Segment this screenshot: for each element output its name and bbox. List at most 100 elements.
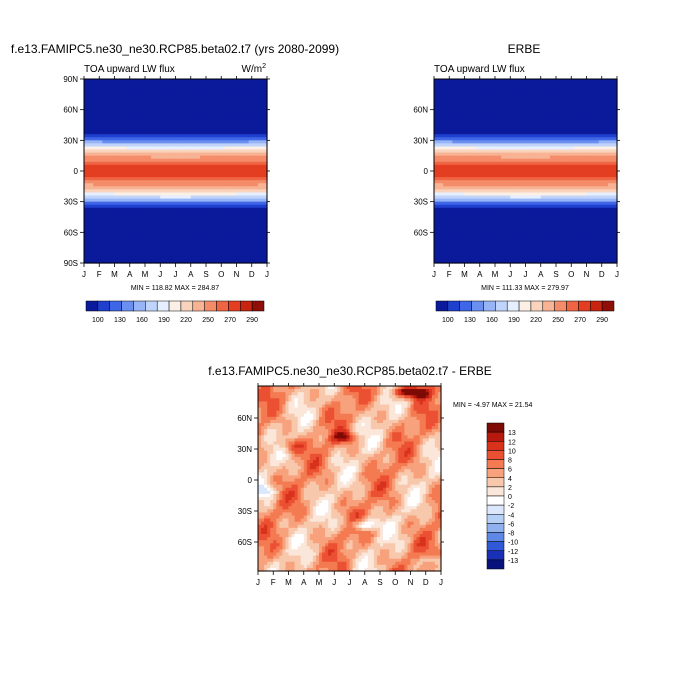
panel2-colorbar-box — [542, 300, 555, 312]
panel2-colorbar-box — [495, 300, 508, 312]
panel1-x-tick-label: F — [97, 270, 102, 279]
panel3-colorbar-label: 13 — [508, 430, 516, 437]
panel3-colorbar-label: 6 — [508, 467, 512, 474]
panel2-colorbar-box — [566, 300, 579, 312]
panel2-x-tick-label: A — [477, 270, 483, 279]
panel1-colorbar-box — [109, 300, 122, 312]
panel3-x-tick-label: A — [362, 578, 368, 587]
panel2-x-tick-label: F — [447, 270, 452, 279]
panel3-colorbar-label: -12 — [508, 549, 518, 556]
panel2-heatmap — [434, 79, 618, 264]
panel3-x-tick-label: A — [301, 578, 307, 587]
panel2-y-tick-label: 30S — [414, 198, 428, 207]
panel2-stats: MIN = 111.33 MAX = 279.97 — [481, 285, 569, 292]
panel2-colorbar-box — [483, 300, 496, 312]
panel2-colorbar-box — [554, 300, 567, 312]
panel2-x-tick-label: J — [615, 270, 619, 279]
panel1-x-tick-label: J — [82, 270, 86, 279]
panel2-x-tick-label: O — [568, 270, 574, 279]
panel3-x-tick-label: F — [271, 578, 276, 587]
panel3-x-tick-label: M — [285, 578, 292, 587]
panel2-x-tick-label: A — [538, 270, 544, 279]
panel3-colorbar-label: 12 — [508, 439, 516, 446]
panel1-y-tick-label: 30S — [64, 198, 78, 207]
panel1-colorbar-box — [180, 300, 194, 312]
panel3-colorbar-box — [486, 550, 505, 561]
panel1-x-tick-label: J — [265, 270, 269, 279]
panel3-colorbar-label: 2 — [508, 485, 512, 492]
panel3-stats: MIN = -4.97 MAX = 21.54 — [453, 402, 532, 409]
panel3-colorbar-box — [486, 559, 505, 570]
panel3-x-tick-label: D — [423, 578, 429, 587]
panel1-x-tick-label: S — [203, 270, 208, 279]
panel3-colorbar-label: -2 — [508, 503, 514, 510]
panel3-colorbar-box — [486, 477, 505, 488]
panel2-x-tick-label: D — [599, 270, 605, 279]
panel1-colorbar-box — [240, 300, 253, 312]
panel1-x-tick-label: D — [249, 270, 255, 279]
panel1-y-tick-label: 90S — [64, 259, 78, 268]
panel3-colorbar-box — [486, 459, 505, 469]
panel3-colorbar-box — [486, 532, 505, 542]
panel3-colorbar-label: -6 — [508, 521, 514, 528]
panel1-x-tick-label: J — [174, 270, 178, 279]
panel2-subtitle: TOA upward LW flux — [434, 64, 525, 75]
panel1-y-tick-label: 60N — [63, 106, 78, 115]
panel2-colorbar-label: 130 — [464, 317, 476, 324]
panel3-y-tick-label: 30N — [237, 445, 252, 454]
panel1-title: f.e13.FAMIPC5.ne30_ne30.RCP85.beta02.t7 … — [11, 42, 339, 56]
panel1-colorbar-label: 220 — [180, 317, 192, 324]
panel2-x-tick-label: M — [461, 270, 468, 279]
panel2-colorbar-box — [518, 300, 532, 312]
panel3-y-tick-label: 60S — [238, 538, 252, 547]
panel2-colorbar-box — [447, 300, 460, 312]
panel3-colorbar-label: -13 — [508, 558, 518, 565]
panel1-colorbar-box — [192, 300, 205, 312]
panel3-y-tick-label: 60N — [237, 414, 252, 423]
panel2-x-tick-label: M — [492, 270, 499, 279]
panel3-colorbar-box — [486, 495, 505, 506]
panel1-x-tick-label: N — [234, 270, 240, 279]
panel2-x-tick-label: N — [584, 270, 590, 279]
panel1-x-tick-label: O — [218, 270, 224, 279]
panel2-colorbar-box — [578, 300, 591, 312]
panel1-heatmap — [84, 79, 268, 264]
panel2-colorbar-box — [459, 300, 472, 312]
panel1-colorbar-box — [204, 300, 217, 312]
panel3-colorbar-label: 0 — [508, 494, 512, 501]
panel1-colorbar-label: 190 — [158, 317, 170, 324]
panel1-colorbar-box — [133, 300, 146, 312]
panel1-x-tick-label: A — [188, 270, 194, 279]
panel3-y-tick-label: 30S — [238, 507, 252, 516]
panel1-colorbar-label: 290 — [246, 317, 258, 324]
panel2-x-tick-label: S — [553, 270, 558, 279]
panel2-title: ERBE — [508, 42, 541, 56]
panel2-x-tick-label: J — [432, 270, 436, 279]
panel3-colorbar-box — [486, 514, 505, 524]
panel2-colorbar-box — [601, 300, 615, 312]
panel3-colorbar-box — [486, 441, 505, 451]
panel2-colorbar-label: 220 — [530, 317, 542, 324]
panel2-colorbar-box — [590, 300, 603, 312]
panel1-stats: MIN = 118.82 MAX = 284.87 — [131, 285, 219, 292]
panel3-x-tick-label: J — [348, 578, 352, 587]
panel1-colorbar-box — [156, 300, 170, 312]
panel2-y-tick-label: 60S — [414, 228, 428, 237]
panel3-x-tick-label: S — [377, 578, 382, 587]
panel1-colorbar-label: 160 — [136, 317, 148, 324]
panel2-colorbar-label: 250 — [552, 317, 564, 324]
panel2-colorbar-label: 190 — [508, 317, 520, 324]
panel1-subtitle: TOA upward LW flux — [84, 64, 175, 75]
panel3-colorbar-label: -8 — [508, 531, 514, 538]
panel2-colorbar-label: 160 — [486, 317, 498, 324]
panel3-x-tick-label: O — [392, 578, 398, 587]
panel3-colorbar-box — [486, 431, 505, 442]
panel2-y-tick-label: 0 — [424, 167, 429, 176]
panel3-colorbar-box — [486, 468, 505, 478]
panel3-x-tick-label: M — [316, 578, 323, 587]
panel1-colorbar-box — [216, 300, 229, 312]
panel1-colorbar-box — [228, 300, 241, 312]
panel2-colorbar-box — [435, 300, 449, 312]
panel3-heatmap — [258, 386, 442, 572]
